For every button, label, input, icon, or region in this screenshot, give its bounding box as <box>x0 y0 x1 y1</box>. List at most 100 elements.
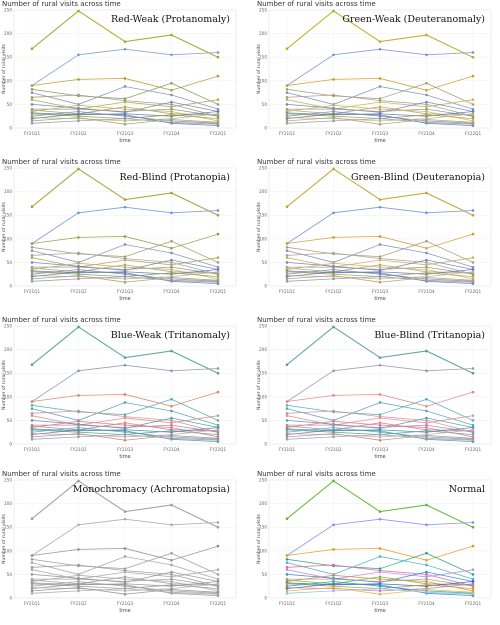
data-point <box>77 582 80 586</box>
data-point <box>77 107 80 111</box>
vision-type-label: Normal <box>448 484 485 495</box>
data-point <box>170 575 173 579</box>
data-point <box>332 523 335 527</box>
data-point <box>77 104 80 107</box>
data-point <box>285 245 289 249</box>
x-tick-label: FY21Q2 <box>70 131 87 136</box>
data-point <box>378 421 382 425</box>
data-point <box>285 254 289 257</box>
data-point <box>378 423 382 427</box>
data-point <box>332 265 335 269</box>
data-point <box>378 401 382 404</box>
data-point <box>216 428 220 432</box>
x-tick-label: FY21Q2 <box>70 447 87 452</box>
data-point <box>471 521 475 524</box>
data-point <box>170 503 173 507</box>
data-point <box>332 369 335 373</box>
data-point <box>30 400 34 403</box>
data-point <box>216 265 220 269</box>
data-point <box>216 112 220 116</box>
data-point <box>471 209 475 212</box>
data-point <box>285 573 289 576</box>
x-tick-label: FY21Q3 <box>372 131 389 136</box>
data-point <box>77 423 80 427</box>
data-point <box>332 479 335 483</box>
data-point <box>285 517 289 521</box>
data-point <box>123 255 127 259</box>
data-point <box>378 587 382 590</box>
data-point <box>123 107 127 111</box>
y-axis-label: Number of rural visits <box>1 201 7 252</box>
data-point <box>123 243 127 246</box>
data-point <box>471 426 475 429</box>
data-point <box>123 97 127 101</box>
data-point <box>332 589 335 593</box>
data-point <box>332 325 335 329</box>
data-point <box>425 121 428 124</box>
data-point <box>285 249 289 252</box>
x-tick-label: FY22Q1 <box>465 131 482 136</box>
data-point <box>378 567 382 571</box>
data-point <box>216 98 220 101</box>
x-tick-label: FY22Q1 <box>210 447 227 452</box>
data-point <box>285 582 289 586</box>
line-chart: 0 50 100 150 200 250 FY21Q1 FY21Q2 FY21Q3 FY21Q4 F… <box>1 166 237 302</box>
data-point <box>77 435 80 439</box>
data-point <box>332 586 335 589</box>
data-point <box>30 435 34 439</box>
data-point <box>471 428 475 432</box>
data-point <box>285 256 289 259</box>
data-point <box>378 271 382 275</box>
panel-title: Number of rural visits across time <box>257 316 376 324</box>
data-point <box>471 256 475 259</box>
data-point <box>471 279 475 282</box>
y-tick-label: 150 <box>259 55 267 60</box>
data-point <box>378 438 382 442</box>
data-point <box>425 81 428 85</box>
data-point <box>123 280 127 284</box>
chart-panel: Number of rural visits across time 0 50 100… <box>255 316 495 466</box>
y-tick-label: 100 <box>259 548 267 553</box>
data-point <box>30 557 34 561</box>
data-point <box>332 268 335 271</box>
data-point <box>425 397 428 401</box>
data-point <box>170 211 173 215</box>
data-point <box>123 575 127 579</box>
x-tick-label: FY21Q1 <box>24 447 41 452</box>
data-point <box>332 426 335 429</box>
x-tick-label: FY22Q1 <box>210 289 227 294</box>
data-point <box>285 412 289 415</box>
y-tick-label: 100 <box>259 78 267 83</box>
data-point <box>471 51 475 54</box>
data-point <box>285 279 289 283</box>
data-point <box>425 575 428 579</box>
data-point <box>123 77 127 80</box>
data-point <box>30 568 34 571</box>
data-point <box>425 577 428 581</box>
y-axis-label: Number of rural visits <box>256 201 262 252</box>
chart-panel: Number of rural visits across time 0 50 100… <box>255 470 495 620</box>
data-point <box>123 426 127 429</box>
data-point <box>332 110 335 113</box>
data-point <box>216 414 220 417</box>
data-point <box>123 277 127 281</box>
data-point <box>123 577 127 581</box>
data-point <box>425 105 428 109</box>
x-tick-label: FY21Q3 <box>372 601 389 606</box>
data-point <box>77 251 80 255</box>
data-point <box>170 53 173 57</box>
data-point <box>30 363 34 367</box>
data-point <box>123 517 127 521</box>
data-point <box>77 268 80 271</box>
data-point <box>332 9 335 13</box>
data-point <box>425 53 428 57</box>
data-point <box>216 582 220 586</box>
data-point <box>216 423 220 427</box>
data-point <box>170 246 173 250</box>
data-point <box>77 563 80 567</box>
data-point <box>123 547 127 550</box>
data-point <box>77 479 80 483</box>
data-point <box>285 112 289 116</box>
data-point <box>285 277 289 281</box>
x-tick-label: FY21Q1 <box>279 601 296 606</box>
